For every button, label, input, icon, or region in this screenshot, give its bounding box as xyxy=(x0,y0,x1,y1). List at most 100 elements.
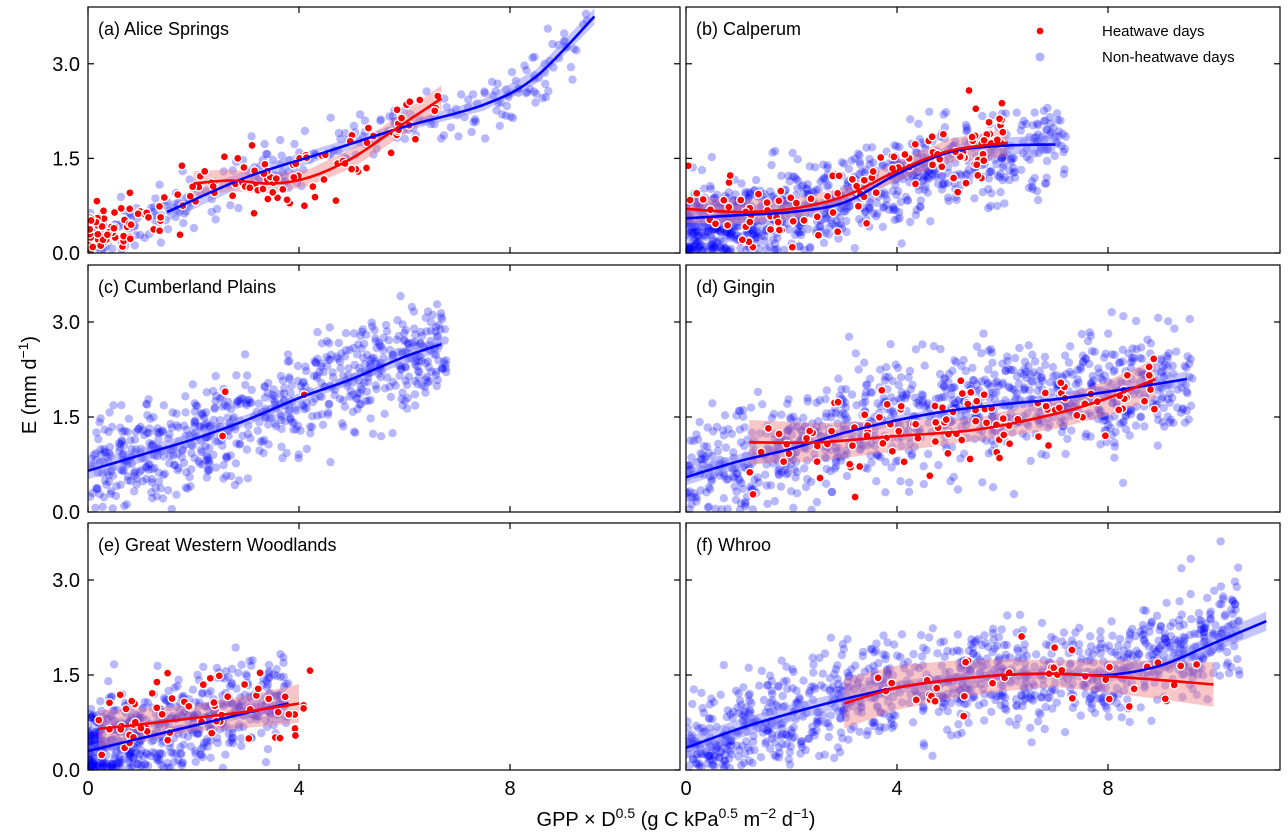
nonheatwave-point xyxy=(720,738,730,747)
nonheatwave-point xyxy=(1135,650,1144,659)
nonheatwave-point xyxy=(299,377,308,387)
nonheatwave-point xyxy=(1185,668,1194,677)
nonheatwave-point xyxy=(99,493,109,502)
nonheatwave-point xyxy=(335,357,345,366)
nonheatwave-point xyxy=(714,468,724,477)
nonheatwave-point xyxy=(1196,651,1206,661)
heatwave-point xyxy=(927,132,937,142)
nonheatwave-point xyxy=(159,693,169,703)
nonheatwave-point xyxy=(1171,635,1180,644)
nonheatwave-point xyxy=(686,241,693,250)
heatwave-point xyxy=(214,671,224,681)
nonheatwave-point xyxy=(957,171,966,180)
nonheatwave-fit-line xyxy=(88,342,442,473)
nonheatwave-point xyxy=(881,651,891,660)
nonheatwave-point xyxy=(1060,144,1070,154)
nonheatwave-point xyxy=(833,661,842,670)
nonheatwave-point xyxy=(1219,625,1228,634)
heatwave-point xyxy=(162,668,173,678)
heatwave-point xyxy=(116,203,126,214)
nonheatwave-point xyxy=(352,350,362,359)
nonheatwave-point xyxy=(529,87,539,96)
nonheatwave-point xyxy=(1119,653,1129,663)
nonheatwave-point xyxy=(1032,186,1042,196)
nonheatwave-point xyxy=(1061,641,1070,650)
nonheatwave-point xyxy=(227,664,237,674)
nonheatwave-point xyxy=(1014,653,1023,663)
nonheatwave-point xyxy=(155,755,164,765)
nonheatwave-point xyxy=(88,737,94,746)
nonheatwave-point xyxy=(851,349,860,358)
nonheatwave-point xyxy=(686,222,691,232)
nonheatwave-point xyxy=(110,716,119,726)
nonheatwave-point xyxy=(93,468,103,477)
nonheatwave-point xyxy=(324,399,334,409)
nonheatwave-point xyxy=(1079,357,1088,366)
nonheatwave-point xyxy=(888,670,898,680)
nonheatwave-point xyxy=(783,684,792,694)
nonheatwave-point xyxy=(940,393,949,402)
nonheatwave-point xyxy=(422,372,431,382)
nonheatwave-point xyxy=(778,702,788,712)
nonheatwave-point xyxy=(101,448,110,457)
nonheatwave-point xyxy=(765,744,775,753)
nonheatwave-point xyxy=(922,172,932,181)
nonheatwave-point xyxy=(1032,136,1042,145)
nonheatwave-point xyxy=(1143,335,1152,344)
nonheatwave-point xyxy=(1129,660,1139,670)
nonheatwave-point xyxy=(1021,367,1031,376)
nonheatwave-point xyxy=(284,679,293,688)
nonheatwave-point xyxy=(1218,594,1228,604)
heatwave-point xyxy=(778,456,789,467)
nonheatwave-point xyxy=(928,170,937,179)
nonheatwave-point xyxy=(782,676,791,685)
nonheatwave-point xyxy=(856,673,865,682)
nonheatwave-point xyxy=(1026,369,1035,379)
nonheatwave-point xyxy=(543,24,552,33)
nonheatwave-point xyxy=(841,415,850,425)
nonheatwave-point xyxy=(993,171,1002,180)
nonheatwave-point xyxy=(200,413,209,423)
nonheatwave-point xyxy=(1045,113,1055,122)
nonheatwave-point xyxy=(205,422,214,432)
nonheatwave-point xyxy=(211,371,220,381)
nonheatwave-point xyxy=(241,399,251,408)
nonheatwave-point xyxy=(1186,355,1195,364)
nonheatwave-point xyxy=(1037,449,1046,459)
nonheatwave-point xyxy=(108,471,118,480)
nonheatwave-point xyxy=(438,363,447,373)
nonheatwave-point xyxy=(1132,402,1141,411)
nonheatwave-point xyxy=(1156,354,1166,364)
nonheatwave-point xyxy=(1110,412,1119,421)
nonheatwave-point xyxy=(1233,617,1243,626)
nonheatwave-point xyxy=(1154,386,1163,395)
nonheatwave-point xyxy=(202,737,211,747)
nonheatwave-point xyxy=(710,738,720,747)
nonheatwave-point xyxy=(729,448,738,457)
nonheatwave-point xyxy=(218,700,227,709)
nonheatwave-point xyxy=(1160,629,1170,638)
nonheatwave-point xyxy=(688,224,697,233)
nonheatwave-point xyxy=(712,722,721,732)
nonheatwave-point xyxy=(135,739,144,749)
nonheatwave-point xyxy=(862,143,871,152)
nonheatwave-point xyxy=(1140,635,1149,644)
nonheatwave-point xyxy=(820,173,829,182)
nonheatwave-point xyxy=(1020,383,1029,392)
nonheatwave-point xyxy=(687,734,697,743)
nonheatwave-point xyxy=(982,436,991,445)
nonheatwave-point xyxy=(88,714,96,723)
nonheatwave-point xyxy=(745,696,754,706)
nonheatwave-point xyxy=(957,728,966,737)
nonheatwave-point xyxy=(913,167,922,177)
nonheatwave-point xyxy=(703,227,712,237)
nonheatwave-point xyxy=(1166,632,1176,641)
nonheatwave-point xyxy=(1138,670,1148,679)
nonheatwave-point xyxy=(89,739,99,748)
nonheatwave-point xyxy=(686,247,691,253)
nonheatwave-point xyxy=(814,185,823,194)
legend-heatwave-marker xyxy=(1035,26,1045,36)
nonheatwave-point xyxy=(1185,359,1194,368)
heatwave-point xyxy=(298,703,309,714)
nonheatwave-point xyxy=(1126,363,1136,373)
